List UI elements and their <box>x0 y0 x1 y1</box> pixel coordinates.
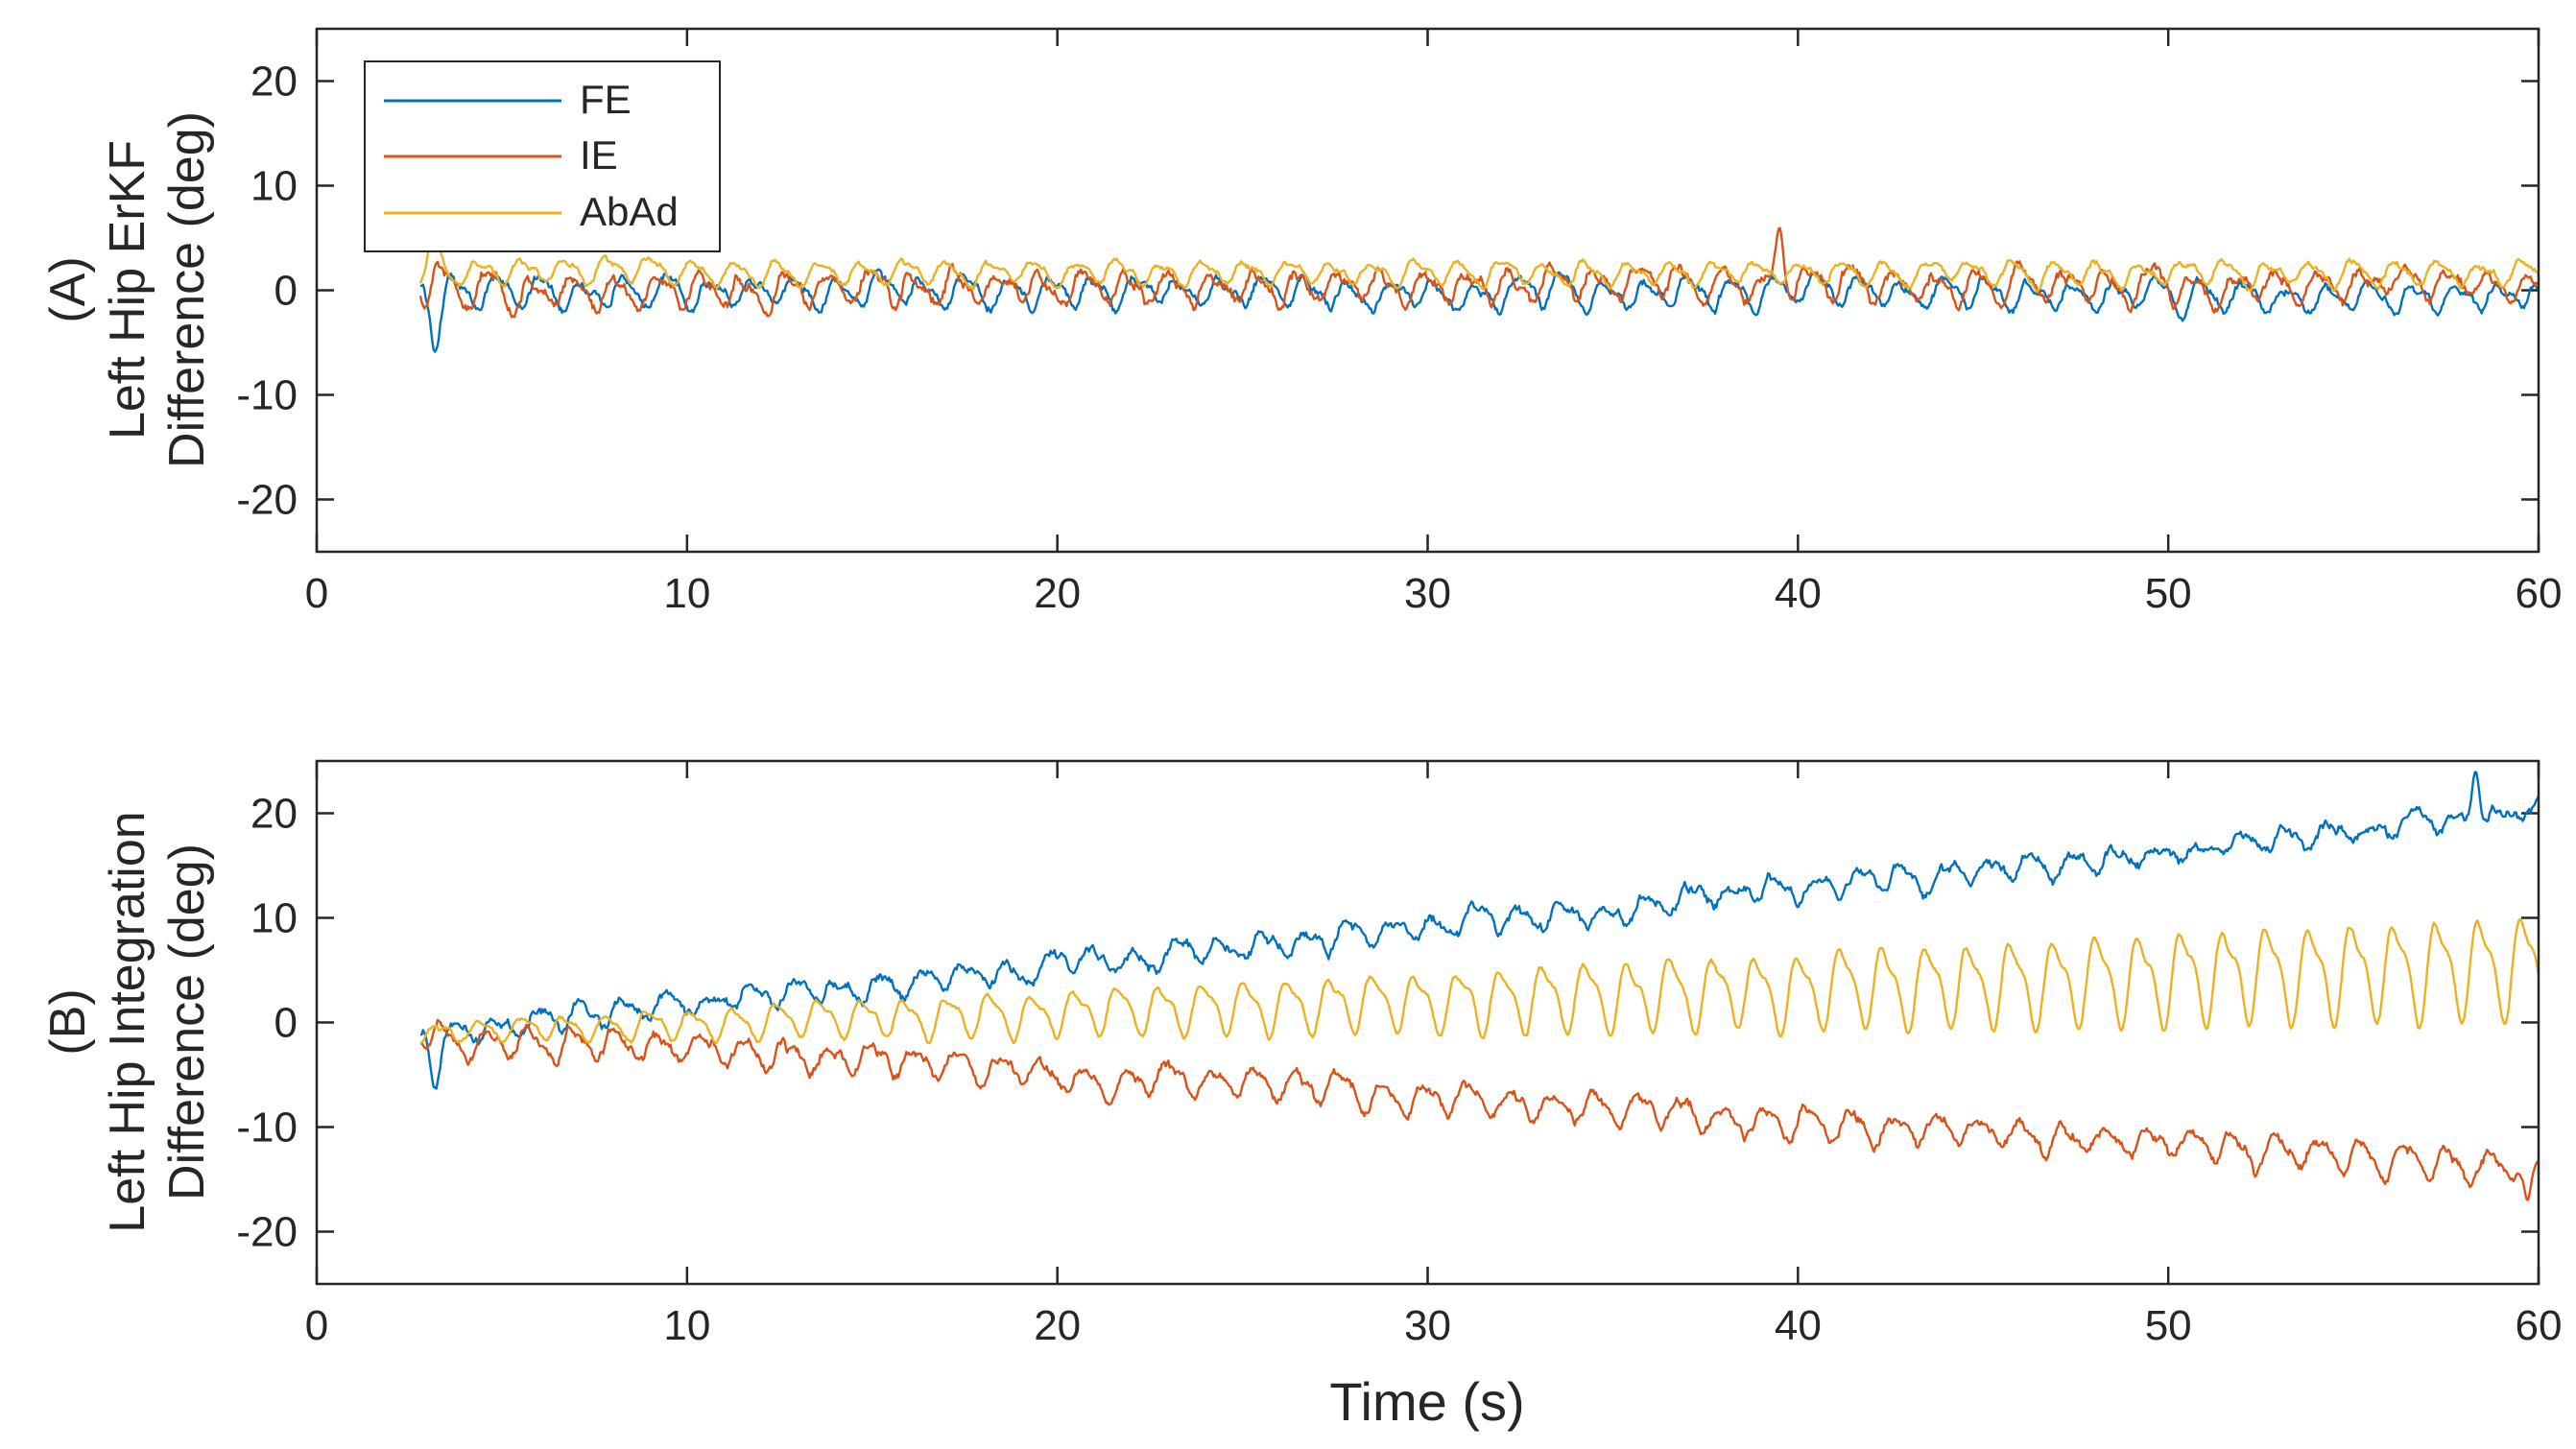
panel-a-y-tick-labels: -20 -10 0 10 20 <box>236 59 298 524</box>
panel-a-label: (A) <box>40 256 96 322</box>
series-ie-line <box>418 226 2540 319</box>
panel-a-ticks <box>315 29 2540 552</box>
x-tick-label: 0 <box>305 570 328 617</box>
panel-b-ylabel-line2: Difference (deg) <box>159 843 215 1200</box>
y-tick-label: 0 <box>274 1000 298 1047</box>
panel-b-label: (B) <box>40 988 96 1055</box>
x-tick-label: 60 <box>2516 570 2563 617</box>
panel-a-ylabel-line1: Left Hip ErKF <box>100 140 155 439</box>
x-tick-label: 60 <box>2516 1302 2563 1349</box>
x-tick-label: 40 <box>1775 1302 1822 1349</box>
x-tick-label: 50 <box>2145 570 2192 617</box>
series-abad-line <box>418 226 2540 294</box>
panel-a-x-tick-labels: 0 10 20 30 40 50 60 <box>305 570 2563 617</box>
panel-b-axes-box <box>315 759 2540 1286</box>
legend-ie-label: IE <box>580 132 618 178</box>
y-tick-label: -10 <box>236 1105 298 1152</box>
x-tick-label: 30 <box>1404 1302 1451 1349</box>
panel-b: 0 10 20 30 40 50 60 -20 -10 0 10 20 Left Hip Integ… <box>40 759 2563 1432</box>
x-tick-label: 40 <box>1775 570 1822 617</box>
y-tick-label: -10 <box>236 372 298 419</box>
panel-b-plot-area <box>317 761 2539 1284</box>
x-tick-label: 20 <box>1034 570 1081 617</box>
panel-a-series <box>418 226 2540 353</box>
y-tick-label: 20 <box>250 791 298 838</box>
panel-b-ylabel-line1: Left Hip Integration <box>100 811 155 1232</box>
series-abad-line <box>419 917 2540 1045</box>
panel-b-y-tick-labels: -20 -10 0 10 20 <box>236 791 298 1256</box>
x-tick-label: 20 <box>1034 1302 1081 1349</box>
x-tick-label: 30 <box>1404 570 1451 617</box>
y-tick-label: 10 <box>250 163 298 210</box>
series-ie-line <box>419 1018 2540 1201</box>
panel-b-x-tick-labels: 0 10 20 30 40 50 60 <box>305 1302 2563 1349</box>
panel-a-axes-box <box>315 27 2540 554</box>
panel-a-ylabel-line2: Difference (deg) <box>159 111 215 468</box>
legend-abad-label: AbAd <box>580 189 679 234</box>
y-tick-label: 0 <box>274 268 298 315</box>
y-tick-label: 10 <box>250 895 298 942</box>
y-tick-label: 20 <box>250 59 298 106</box>
x-axis-title: Time (s) <box>1329 1371 1524 1432</box>
y-tick-label: -20 <box>236 1209 298 1256</box>
legend: FE IE AbAd <box>364 60 721 252</box>
y-tick-label: -20 <box>236 477 298 524</box>
x-tick-label: 10 <box>663 1302 710 1349</box>
panel-b-series <box>419 771 2540 1201</box>
x-tick-label: 50 <box>2145 1302 2192 1349</box>
legend-fe-label: FE <box>580 77 632 122</box>
x-tick-label: 0 <box>305 1302 328 1349</box>
x-tick-label: 10 <box>663 570 710 617</box>
